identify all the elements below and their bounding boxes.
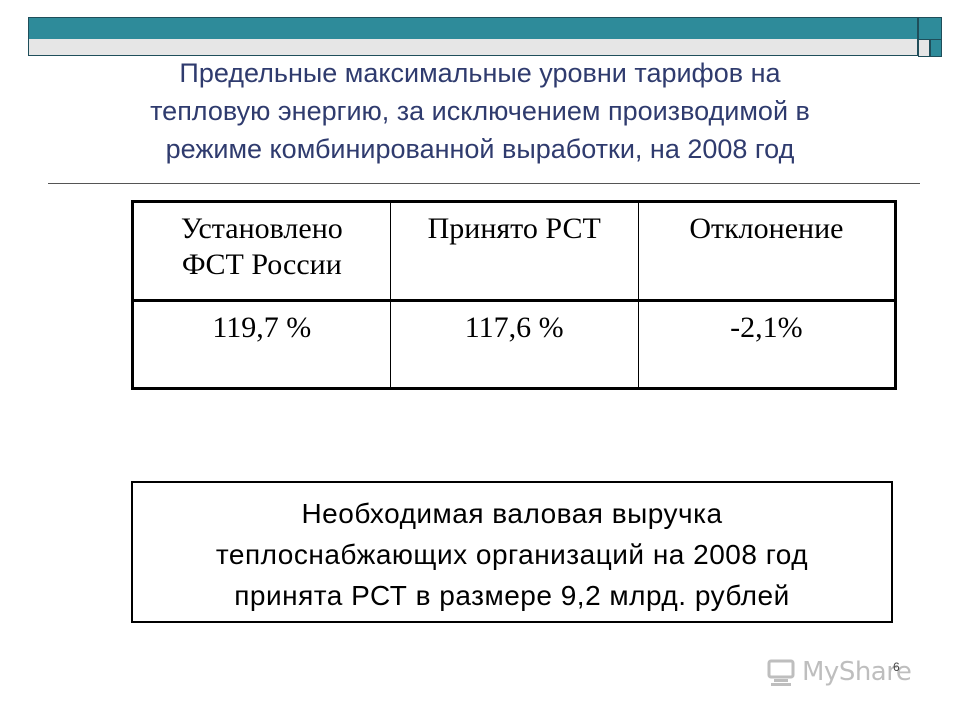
header-line: ФСТ России <box>181 248 342 281</box>
watermark-text: MyShare <box>802 657 912 687</box>
myshared-watermark: MyShare <box>766 657 916 689</box>
top-bar-square <box>918 39 930 57</box>
header-line: Принято РСТ <box>427 212 601 245</box>
top-bar-lower-segment <box>28 39 918 56</box>
table-row: 119,7 % 117,6 % -2,1% <box>132 300 897 389</box>
table-header-row: Установлено ФСТ России Принято РСТ Откло… <box>132 201 897 302</box>
slide-title: Предельные максимальные уровни тарифов н… <box>60 54 900 168</box>
revenue-note-line: принята РСТ в размере 9,2 млрд. рублей <box>234 580 790 611</box>
top-decorative-bar <box>28 17 942 57</box>
revenue-note-box: Необходимая валовая выручка теплоснабжаю… <box>131 481 893 623</box>
tariff-levels-table: Установлено ФСТ России Принято РСТ Откло… <box>131 200 897 390</box>
revenue-note-line: Необходимая валовая выручка <box>301 498 723 529</box>
slide-title-line: режиме комбинированной выработки, на 200… <box>165 134 795 164</box>
header-accepted-rst: Принято РСТ <box>389 201 639 302</box>
slide-title-line: тепловую энергию, за исключением произво… <box>150 96 810 126</box>
cell-deviation-value: -2,1% <box>637 300 897 389</box>
header-deviation: Отклонение <box>637 201 897 302</box>
title-divider <box>48 183 920 184</box>
myshared-logo-icon <box>767 659 795 686</box>
slide-title-line: Предельные максимальные уровни тарифов н… <box>179 58 781 88</box>
top-bar-square <box>918 17 942 41</box>
header-line: Отклонение <box>689 212 844 245</box>
cell-accepted-value: 117,6 % <box>389 300 639 389</box>
revenue-note-line: теплоснабжающих организаций на 2008 год <box>215 539 809 570</box>
header-established-fst: Установлено ФСТ России <box>132 201 391 302</box>
cell-established-value: 119,7 % <box>132 300 391 389</box>
header-line: Установлено <box>180 212 343 245</box>
top-bar-main-segment <box>28 17 918 41</box>
slide-number: 6 <box>893 660 900 674</box>
top-bar-square <box>930 39 942 57</box>
